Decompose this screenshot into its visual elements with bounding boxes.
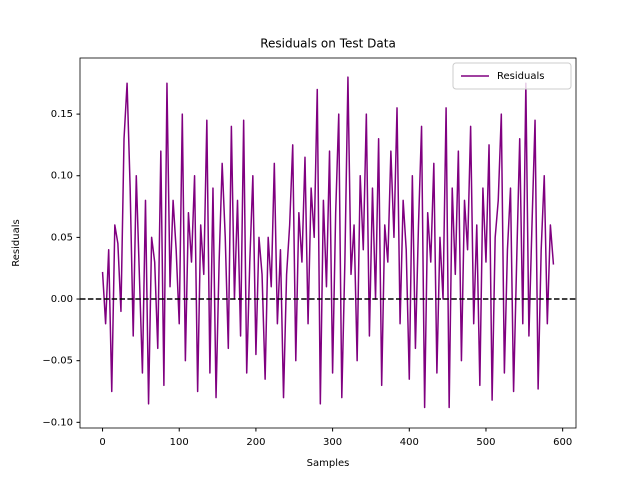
series-line <box>101 76 555 409</box>
y-axis-label: Residuals <box>11 219 22 266</box>
y-tick-label: 0.00 <box>51 294 73 305</box>
chart-title: Residuals on Test Data <box>260 37 396 51</box>
x-tick-label: 600 <box>553 437 572 448</box>
x-tick-label: 100 <box>170 437 189 448</box>
legend-box <box>452 62 572 90</box>
y-tick-label: −0.10 <box>42 417 73 428</box>
x-tick-label: 200 <box>246 437 265 448</box>
x-tick-label: 300 <box>323 437 342 448</box>
x-axis-label: Samples <box>307 458 350 469</box>
legend-label: Residuals <box>497 71 544 82</box>
y-tick-label: 0.15 <box>51 109 73 120</box>
x-tick-label: 400 <box>400 437 419 448</box>
x-tick-label: 500 <box>476 437 495 448</box>
y-tick-label: 0.10 <box>51 171 73 182</box>
y-tick-label: −0.05 <box>42 356 73 367</box>
x-tick-label: 0 <box>99 437 105 448</box>
plot-frame <box>79 57 577 429</box>
y-tick-label: 0.05 <box>51 232 73 243</box>
